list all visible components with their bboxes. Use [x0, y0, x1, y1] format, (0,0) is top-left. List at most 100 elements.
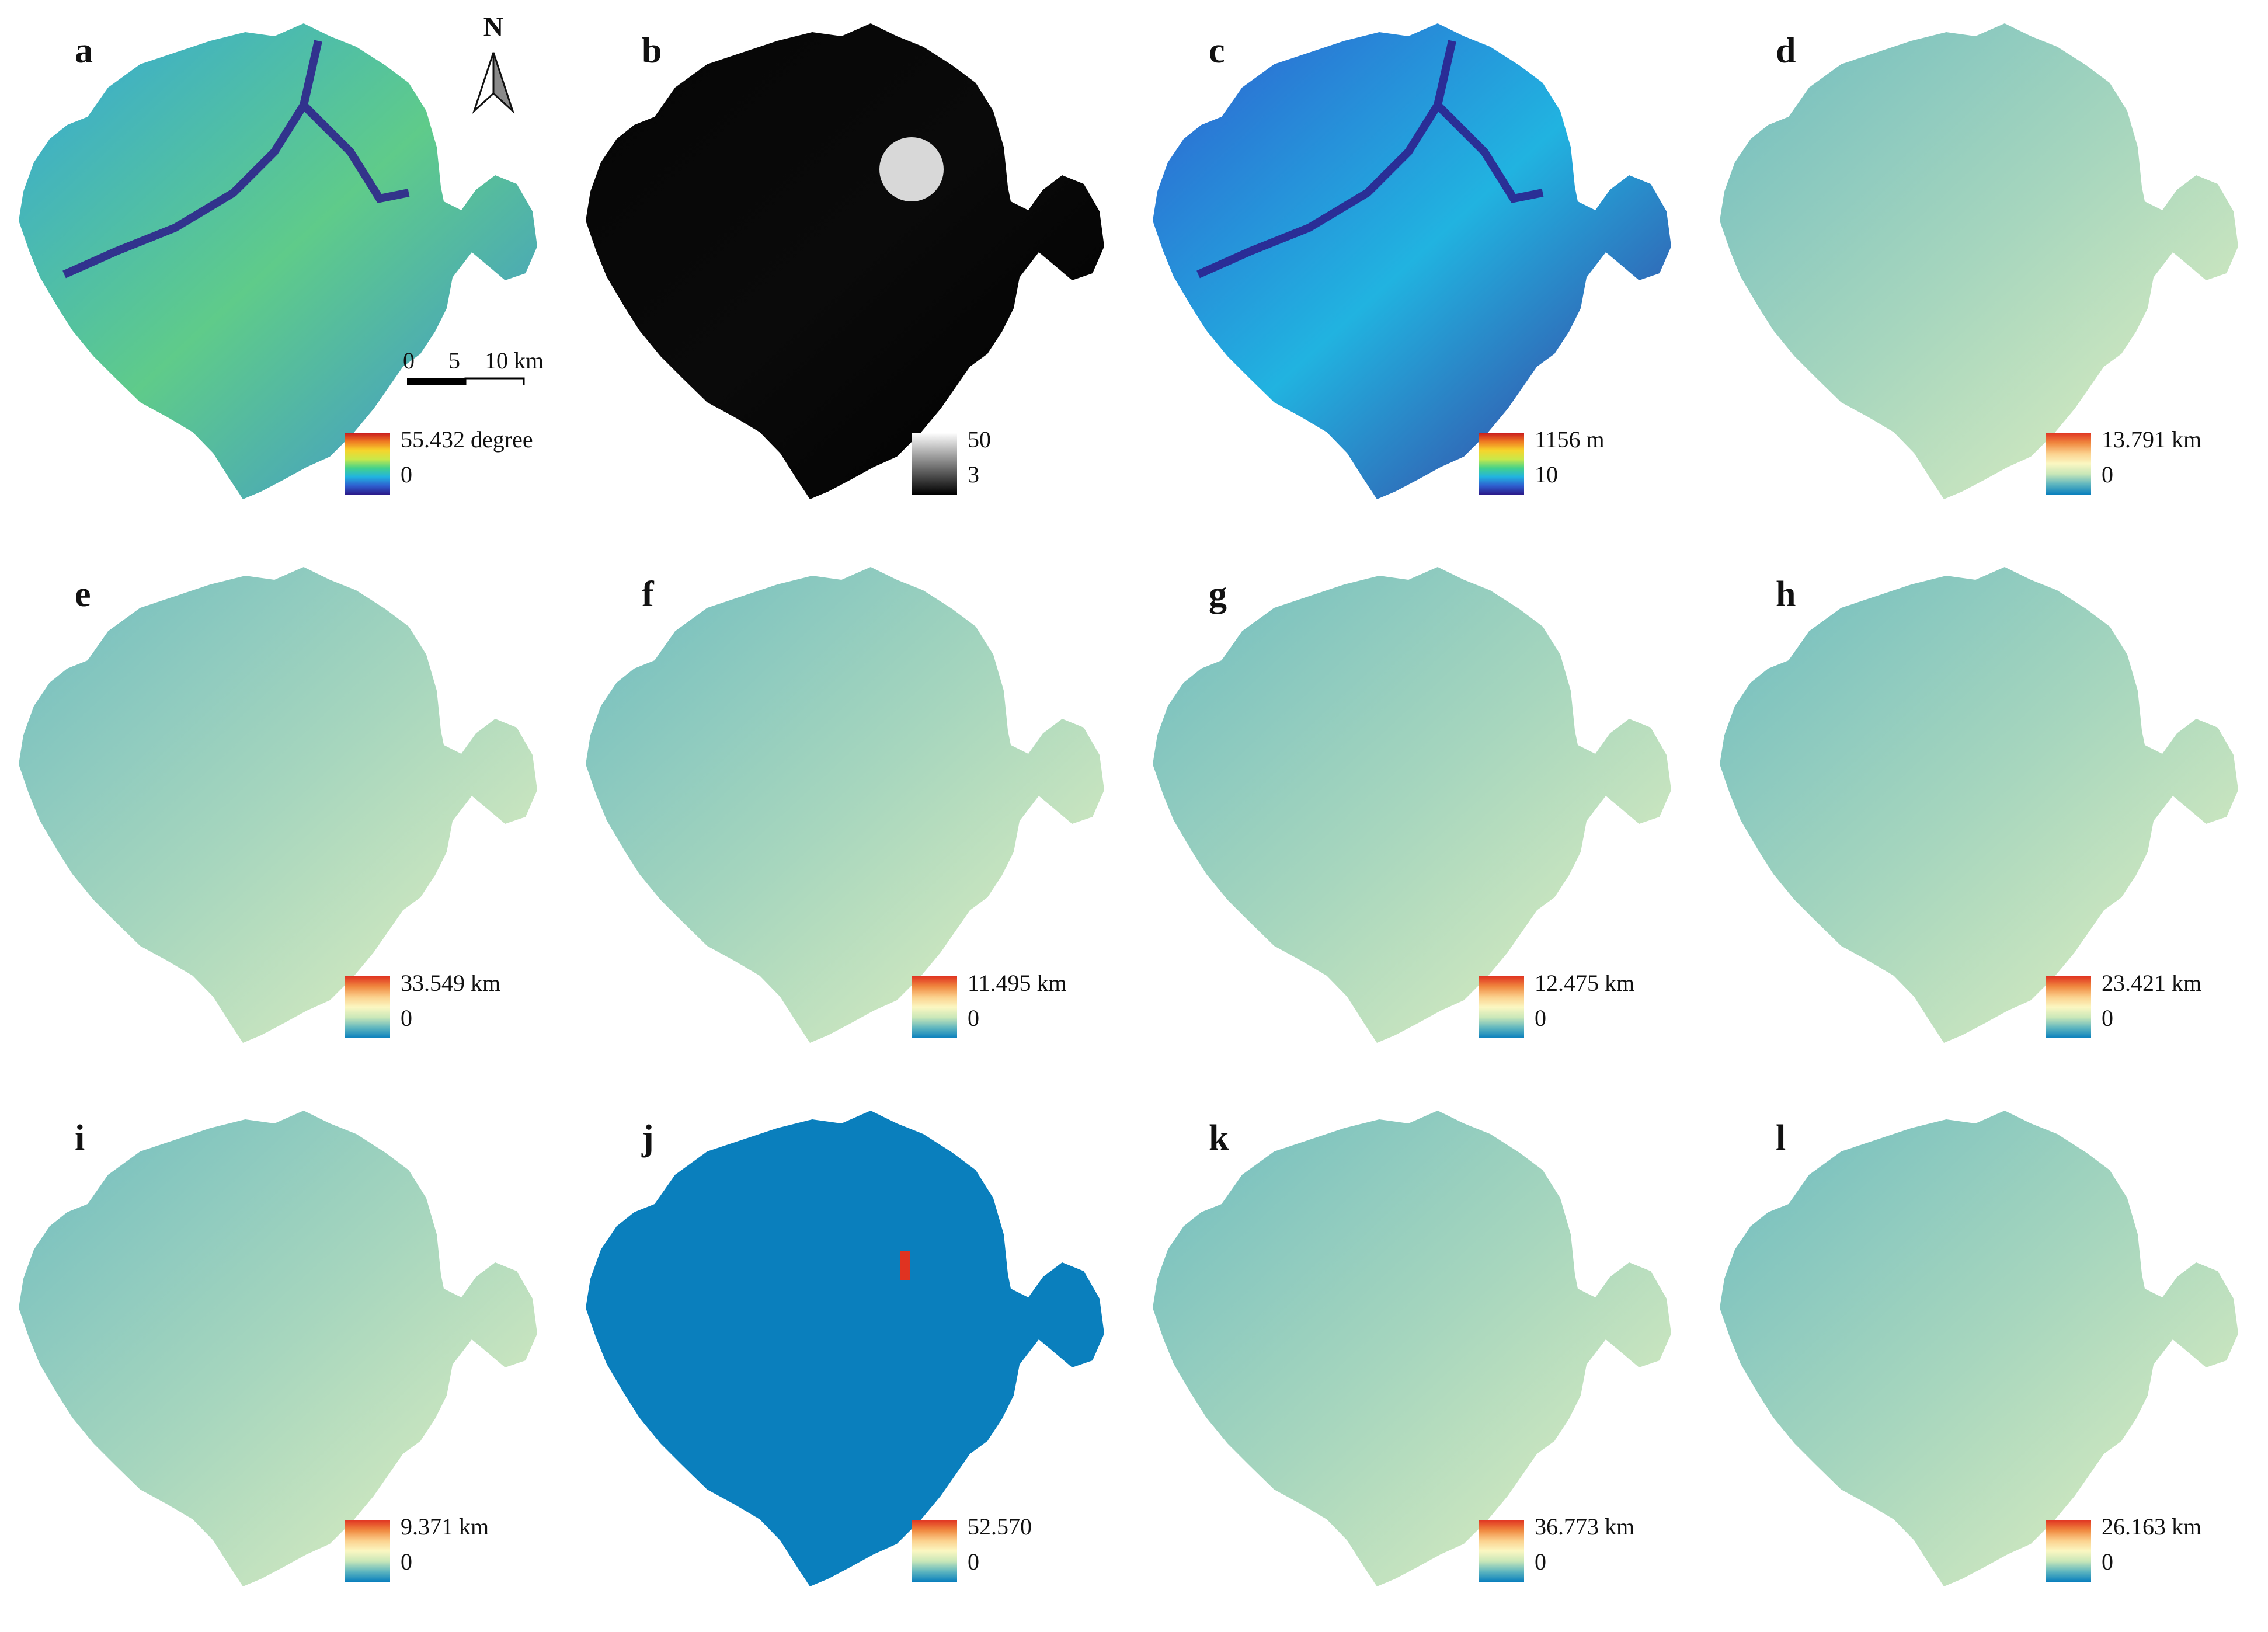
study-area-e	[19, 567, 537, 1043]
legend-min-f: 0	[968, 1005, 979, 1031]
panel-b: b 50 3	[567, 0, 1134, 544]
study-area-g	[1153, 567, 1671, 1043]
panel-label-d: d	[1776, 31, 1796, 71]
legend-min-c: 10	[1535, 461, 1558, 488]
scale-bar-labels: 0 5 10 km	[397, 347, 561, 376]
legend-min-e: 0	[401, 1005, 412, 1031]
legend-k: 36.773 km 0	[1479, 1513, 1689, 1586]
legend-f: 11.495 km 0	[912, 970, 1122, 1043]
legend-h: 23.421 km 0	[2046, 970, 2256, 1043]
north-arrow-icon: N	[472, 12, 515, 114]
legend-max-b: 50	[968, 426, 991, 453]
map-l	[1720, 1111, 2238, 1586]
legend-g: 12.475 km 0	[1479, 970, 1689, 1043]
legend-c: 1156 m 10	[1479, 426, 1689, 499]
color-ramp-i	[345, 1520, 390, 1582]
legend-min-g: 0	[1535, 1005, 1546, 1031]
panel-label-h: h	[1776, 575, 1796, 614]
map-i	[19, 1111, 537, 1586]
legend-e: 33.549 km 0	[345, 970, 555, 1043]
scale-tick-10: 10 km	[485, 347, 544, 374]
panel-label-l: l	[1776, 1118, 1786, 1158]
panel-c: c 1156 m 10	[1134, 0, 1701, 544]
legend-min-l: 0	[2102, 1549, 2113, 1575]
map-c	[1153, 23, 1671, 499]
legend-max-g: 12.475 km	[1535, 970, 1635, 996]
legend-min-i: 0	[401, 1549, 412, 1575]
legend-max-e: 33.549 km	[401, 970, 501, 996]
panel-d: d 13.791 km 0	[1701, 0, 2268, 544]
legend-l: 26.163 km 0	[2046, 1513, 2256, 1586]
panel-h: h 23.421 km 0	[1701, 544, 2268, 1087]
legend-max-k: 36.773 km	[1535, 1513, 1635, 1540]
legend-min-k: 0	[1535, 1549, 1546, 1575]
panel-k: k 36.773 km 0	[1134, 1087, 1701, 1631]
panel-label-c: c	[1209, 31, 1225, 71]
panel-label-e: e	[75, 575, 91, 614]
color-ramp-c	[1479, 433, 1524, 495]
legend-d: 13.791 km 0	[2046, 426, 2256, 499]
river-network-a	[62, 40, 410, 279]
legend-min-b: 3	[968, 461, 979, 488]
panel-label-b: b	[642, 31, 662, 71]
study-area-h	[1720, 567, 2238, 1043]
map-g	[1153, 567, 1671, 1043]
legend-max-h: 23.421 km	[2102, 970, 2202, 996]
study-area-l	[1720, 1111, 2238, 1586]
panel-label-j: j	[642, 1118, 654, 1158]
map-d	[1720, 23, 2238, 499]
legend-max-d: 13.791 km	[2102, 426, 2202, 453]
legend-min-a: 0	[401, 461, 412, 488]
color-ramp-g	[1479, 976, 1524, 1038]
panel-j: j 52.570 0	[567, 1087, 1134, 1631]
map-e	[19, 567, 537, 1043]
legend-max-f: 11.495 km	[968, 970, 1067, 996]
bright-spot-b	[879, 137, 944, 201]
map-h	[1720, 567, 2238, 1043]
study-area-b	[586, 23, 1104, 499]
color-ramp-a	[345, 433, 390, 495]
legend-max-a: 55.432 degree	[401, 426, 533, 453]
panel-l: l 26.163 km 0	[1701, 1087, 2268, 1631]
study-area-c	[1153, 23, 1671, 499]
legend-j: 52.570 0	[912, 1513, 1122, 1586]
legend-min-h: 0	[2102, 1005, 2113, 1031]
legend-max-c: 1156 m	[1535, 426, 1605, 453]
panel-a: a N 0 5 10 km 55.432 degree 0	[0, 0, 567, 544]
scale-bar	[407, 377, 525, 385]
map-b	[586, 23, 1104, 499]
color-ramp-l	[2046, 1520, 2091, 1582]
map-j	[586, 1111, 1104, 1586]
legend-b: 50 3	[912, 426, 1122, 499]
color-ramp-k	[1479, 1520, 1524, 1582]
legend-i: 9.371 km 0	[345, 1513, 555, 1586]
hotspot-j	[900, 1251, 910, 1280]
legend-max-l: 26.163 km	[2102, 1513, 2202, 1540]
north-label: N	[483, 12, 504, 43]
legend-max-i: 9.371 km	[401, 1513, 489, 1540]
study-area-f	[586, 567, 1104, 1043]
legend-min-j: 0	[968, 1549, 979, 1575]
panel-label-a: a	[75, 31, 93, 71]
study-area-d	[1720, 23, 2238, 499]
legend-max-j: 52.570	[968, 1513, 1032, 1540]
panel-label-f: f	[642, 575, 654, 614]
panel-label-k: k	[1209, 1118, 1229, 1158]
panel-f: f 11.495 km 0	[567, 544, 1134, 1087]
panel-i: i 9.371 km 0	[0, 1087, 567, 1631]
study-area-k	[1153, 1111, 1671, 1586]
study-area-a	[19, 23, 537, 499]
color-ramp-b	[912, 433, 957, 495]
color-ramp-e	[345, 976, 390, 1038]
study-area-j	[586, 1111, 1104, 1586]
scale-tick-0: 0	[403, 347, 415, 374]
panel-g: g 12.475 km 0	[1134, 544, 1701, 1087]
map-a	[19, 23, 537, 499]
panel-label-g: g	[1209, 575, 1227, 614]
panel-e: e 33.549 km 0	[0, 544, 567, 1087]
scale-tick-5: 5	[448, 347, 460, 374]
color-ramp-j	[912, 1520, 957, 1582]
color-ramp-h	[2046, 976, 2091, 1038]
map-f	[586, 567, 1104, 1043]
legend-a: 55.432 degree 0	[345, 426, 555, 499]
